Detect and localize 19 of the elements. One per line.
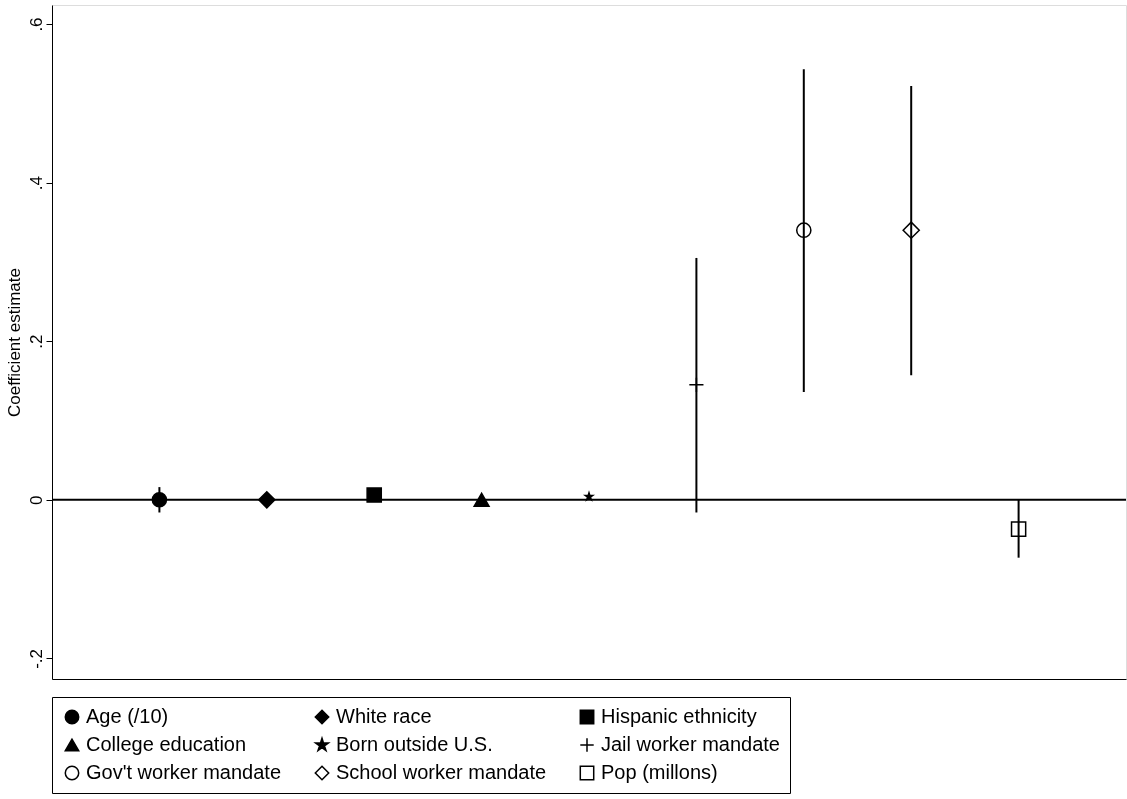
legend-label: White race bbox=[336, 705, 432, 727]
point bbox=[1010, 521, 1027, 537]
y-tick-label: .2 bbox=[26, 334, 46, 349]
point bbox=[902, 221, 921, 240]
legend-label: College education bbox=[86, 733, 247, 755]
y-tick-label: .6 bbox=[26, 17, 46, 32]
legend-label: Gov't worker mandate bbox=[86, 761, 282, 783]
point bbox=[795, 222, 812, 238]
legend-label: Pop (millons) bbox=[601, 761, 718, 783]
legend-label: Jail worker mandate bbox=[601, 733, 780, 755]
legend-label: Hispanic ethnicity bbox=[601, 705, 757, 727]
y-tick-label: 0 bbox=[26, 495, 46, 506]
legend-label: Born outside U.S. bbox=[336, 733, 493, 755]
legend-label: Age (/10) bbox=[86, 705, 169, 727]
point bbox=[366, 487, 383, 503]
y-axis-title: Coefficient estimate bbox=[4, 268, 24, 417]
y-tick-label: .4 bbox=[26, 176, 46, 191]
y-tick-label: -.2 bbox=[26, 648, 46, 669]
legend-label: School worker mandate bbox=[336, 761, 547, 783]
